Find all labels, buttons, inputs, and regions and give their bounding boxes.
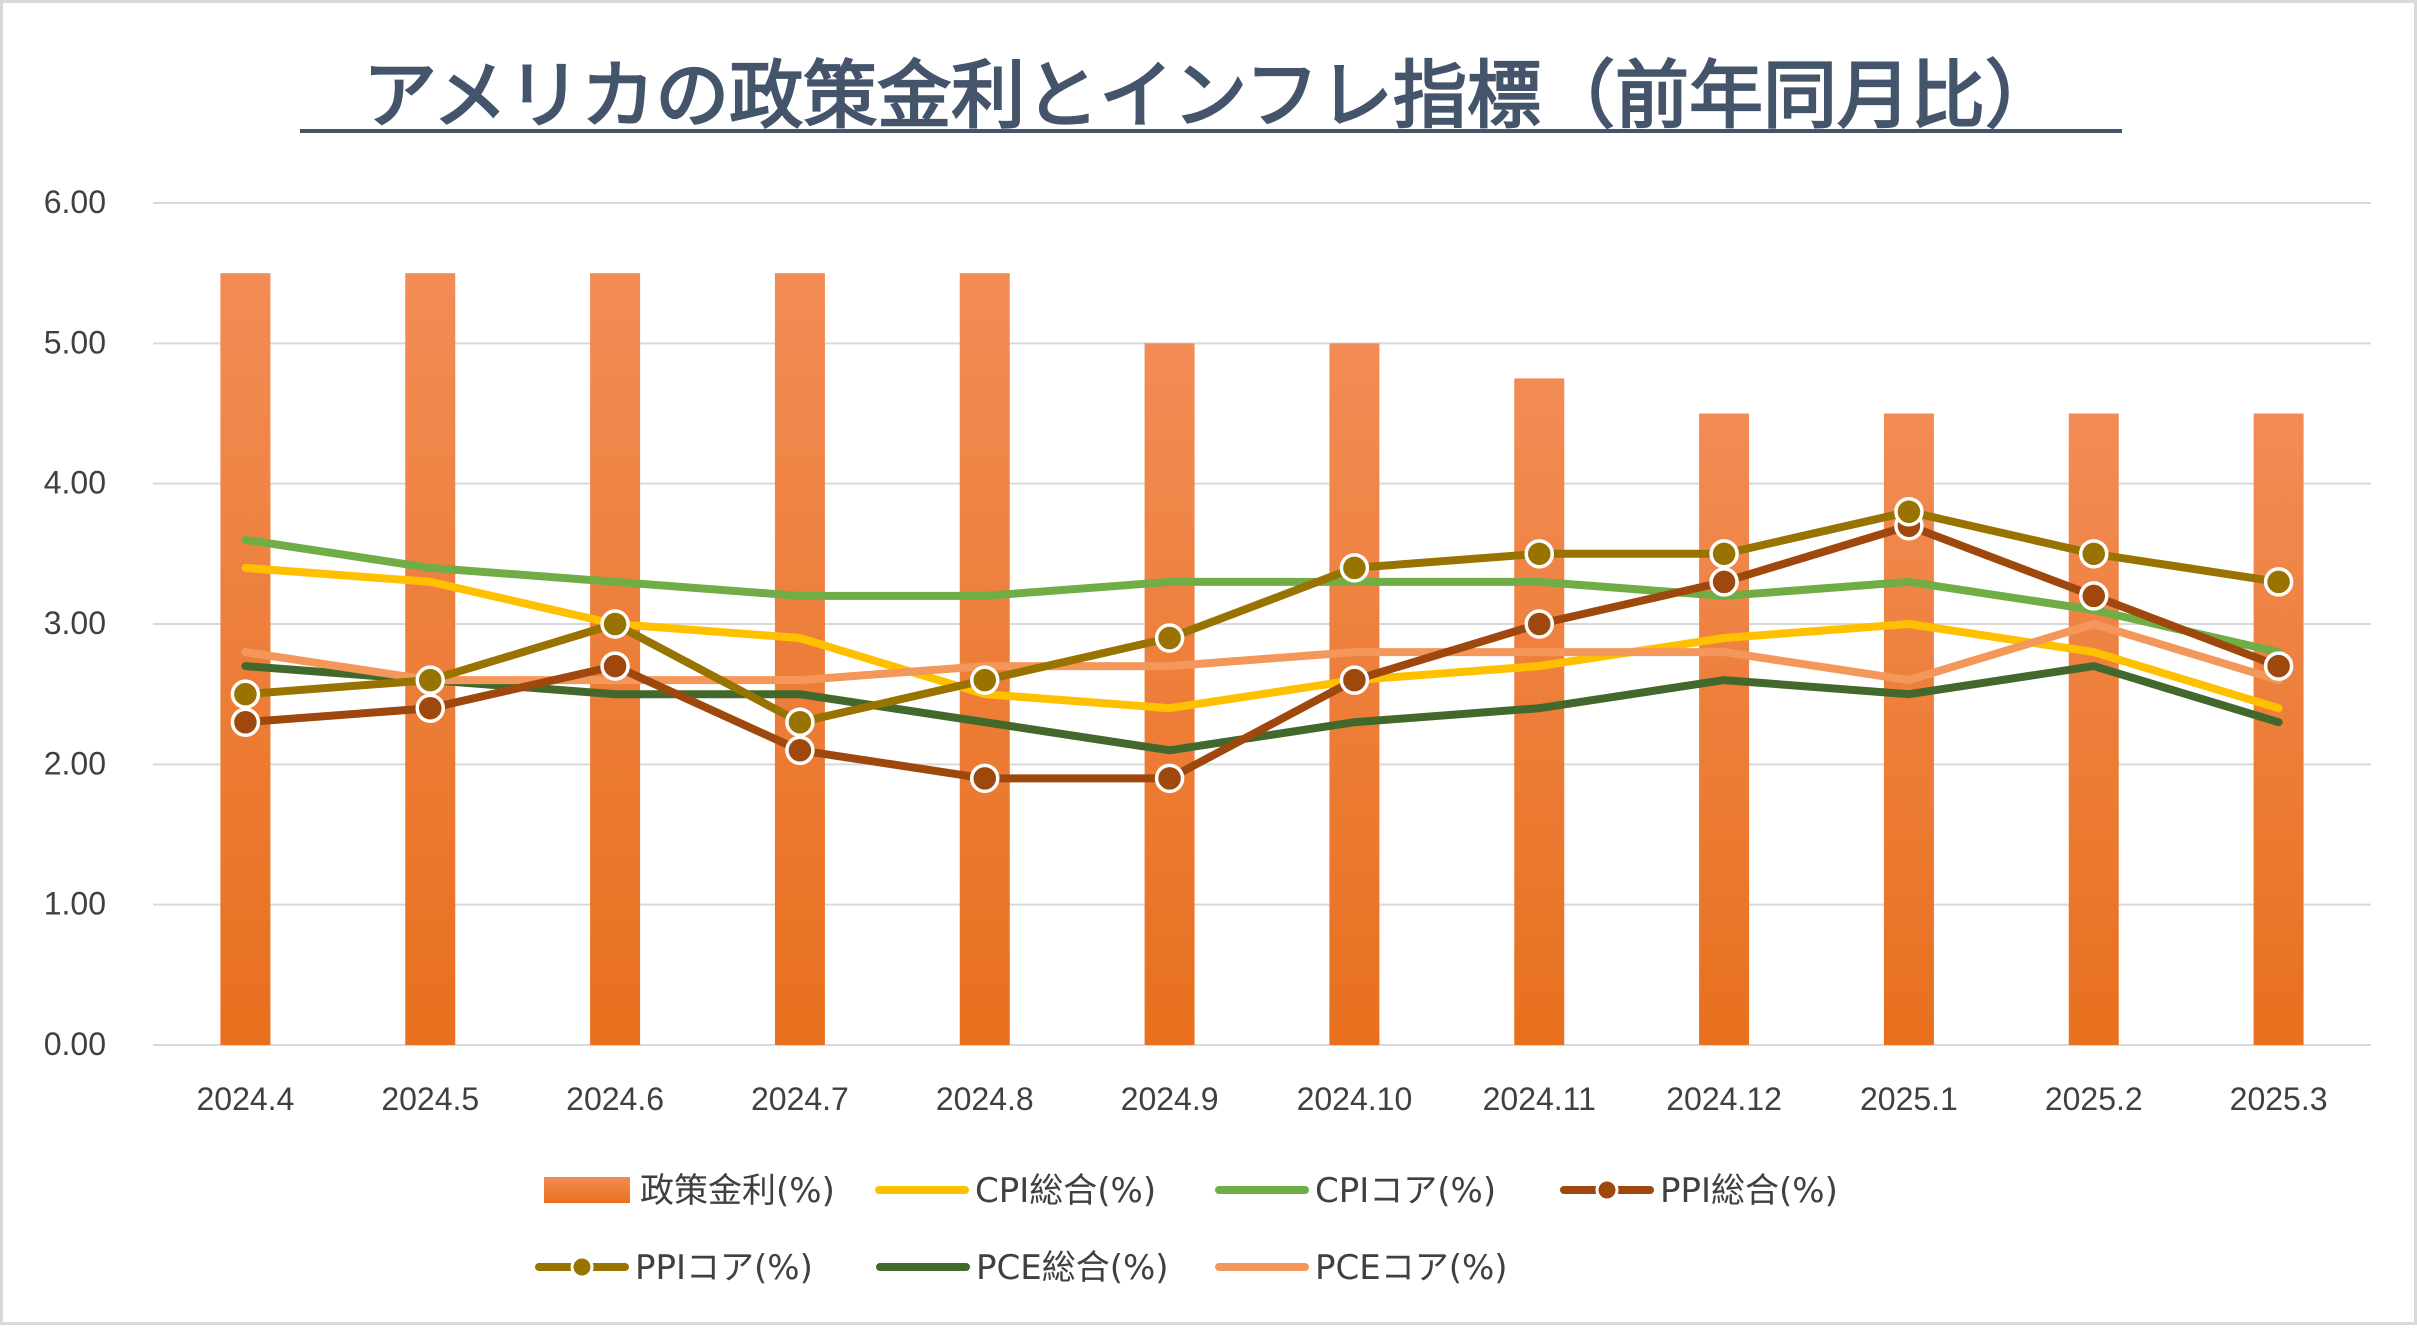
series-marker [1154, 623, 1185, 653]
bar-policy-rate [959, 273, 1010, 1046]
series-marker [1524, 539, 1554, 569]
series-marker [600, 651, 630, 681]
series-marker [415, 665, 445, 695]
series-marker [600, 609, 630, 639]
legend-label: CPIコア(%) [1315, 1171, 1496, 1211]
series-marker [970, 763, 1000, 794]
bar-series [220, 273, 2304, 1046]
x-tick-label: 2025.3 [2230, 1081, 2328, 1117]
x-tick-label: 2024.8 [936, 1081, 1034, 1117]
gridlines [153, 202, 2371, 1046]
legend-label: PCEコア(%) [1315, 1248, 1508, 1288]
x-tick-label: 2024.11 [1483, 1081, 1596, 1117]
y-tick-label: 3.00 [44, 605, 106, 641]
bar-policy-rate [2253, 413, 2304, 1045]
series-marker [970, 665, 1000, 695]
bar-policy-rate [405, 273, 456, 1046]
y-axis-tick-labels: 0.00 1.00 2.00 3.00 4.00 5.00 6.00 [44, 184, 106, 1062]
series-marker [1894, 496, 1924, 527]
x-tick-label: 2024.12 [1666, 1081, 1782, 1117]
series-marker [1709, 539, 1739, 569]
series-line [241, 620, 2283, 685]
legend-label: PCE総合(%) [976, 1248, 1169, 1288]
series-marker [2079, 539, 2109, 569]
series-marker [785, 735, 815, 766]
series-line [241, 535, 2283, 657]
legend: 政策金利(%) CPI総合(%) CPIコア(%) PPI総合(%) PPIコア(%) P… [535, 1171, 1838, 1288]
line-series [230, 496, 2294, 794]
legend-label: CPI総合(%) [975, 1171, 1156, 1211]
series-line [241, 507, 2283, 727]
x-tick-label: 2024.6 [566, 1081, 664, 1117]
combo-chart: アメリカの政策金利とインフレ指標（前年同月比） 0.00 1.00 2.00 3.00… [44, 53, 2371, 1288]
legend-label: PPI総合(%) [1660, 1171, 1838, 1211]
bar-policy-rate [1699, 413, 1750, 1045]
series-marker [1154, 763, 1185, 794]
bar-policy-rate [220, 273, 271, 1046]
series-marker [785, 707, 815, 737]
x-tick-label: 2024.10 [1297, 1081, 1413, 1117]
x-tick-label: 2025.1 [1860, 1081, 1958, 1117]
x-axis-tick-labels: 2024.4 2024.5 2024.6 2024.7 2024.8 2024.9 2024… [196, 1081, 2327, 1117]
series-marker [2079, 581, 2109, 611]
series-line [241, 563, 2283, 713]
legend-marker [570, 1255, 594, 1279]
legend-marker [1595, 1178, 1619, 1202]
chart-title: アメリカの政策金利とインフレ指標（前年同月比） [363, 53, 2059, 139]
legend-label: PPIコア(%) [635, 1248, 813, 1288]
legend-swatch [544, 1177, 630, 1203]
series-marker [1709, 567, 1739, 597]
y-tick-label: 5.00 [44, 324, 106, 360]
bar-policy-rate [1144, 343, 1195, 1045]
y-tick-label: 1.00 [44, 886, 106, 922]
series-marker [230, 707, 261, 737]
x-tick-label: 2025.2 [2045, 1081, 2143, 1117]
bar-policy-rate [774, 273, 825, 1046]
series-marker [1524, 609, 1554, 639]
series-marker [1339, 553, 1370, 583]
series-marker [2263, 567, 2294, 597]
series-marker [2263, 651, 2294, 681]
y-tick-label: 4.00 [44, 465, 106, 501]
series-line [241, 662, 2283, 755]
x-tick-label: 2024.5 [381, 1081, 479, 1117]
y-tick-label: 0.00 [44, 1026, 106, 1062]
series-marker [1339, 665, 1370, 695]
legend-label: 政策金利(%) [640, 1171, 835, 1211]
series-line [241, 521, 2283, 783]
x-tick-label: 2024.7 [751, 1081, 849, 1117]
y-tick-label: 2.00 [44, 745, 106, 781]
x-tick-label: 2024.9 [1121, 1081, 1219, 1117]
bar-policy-rate [2068, 413, 2119, 1045]
series-marker [230, 679, 261, 709]
y-tick-label: 6.00 [44, 184, 106, 220]
x-tick-label: 2024.4 [196, 1081, 294, 1117]
series-marker [415, 693, 445, 723]
